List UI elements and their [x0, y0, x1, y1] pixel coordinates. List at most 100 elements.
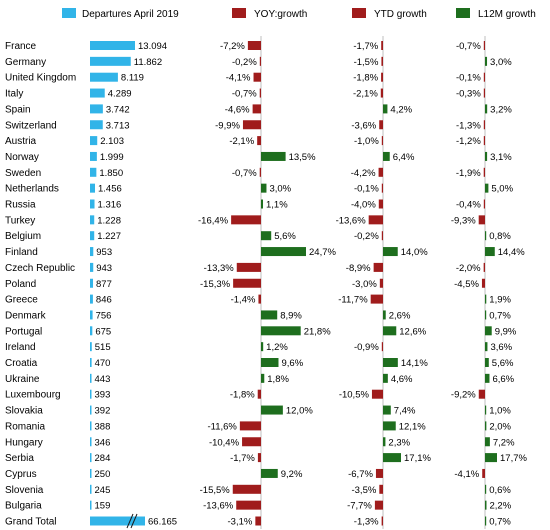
departures-bar [90, 215, 95, 225]
ytd-bar [375, 468, 383, 478]
l12m-bar [485, 231, 487, 241]
country-label: Luxembourg [5, 390, 61, 401]
departures-bar [90, 136, 98, 146]
yoy-value: 5,6% [274, 231, 296, 242]
yoy-bar [242, 437, 261, 447]
ytd-value: 14,0% [401, 247, 428, 258]
ytd-bar [383, 247, 398, 257]
country-label: Grand Total [5, 517, 57, 528]
l12m-bar [483, 136, 485, 146]
departures-value: 675 [95, 326, 111, 337]
ytd-bar [368, 215, 383, 225]
ytd-bar [383, 326, 397, 336]
country-label: Germany [5, 57, 46, 68]
yoy-value: 24,7% [309, 247, 336, 258]
yoy-value: -4,1% [226, 73, 251, 84]
departures-value: 1.850 [99, 168, 123, 179]
l12m-bar [483, 72, 485, 82]
l12m-value: -4,1% [454, 469, 479, 480]
row-ireland: Ireland 515 1,2% -0,9% 3,6% [5, 342, 513, 353]
row-switzerland: Switzerland 3.713 -9,9% -3,6% -1,3% [5, 120, 485, 131]
legend-label-yoy: YOY:growth [254, 9, 307, 20]
ytd-bar [381, 56, 383, 66]
l12m-value: 5,6% [492, 358, 514, 369]
row-germany: Germany 11.862 -0,2% -1,5% 3,0% [5, 56, 512, 68]
ytd-value: -1,5% [354, 57, 379, 68]
ytd-bar [383, 104, 388, 114]
departures-bar [90, 183, 96, 193]
country-label: Croatia [5, 358, 38, 369]
l12m-bar [483, 167, 485, 177]
yoy-value: 12,0% [286, 406, 313, 417]
yoy-value: -3,1% [228, 517, 253, 528]
l12m-value: 3,1% [490, 152, 512, 163]
ytd-value: 6,4% [393, 152, 415, 163]
country-label: Italy [5, 89, 23, 100]
l12m-value: 1,9% [489, 295, 511, 306]
ytd-bar [381, 136, 383, 146]
ytd-bar [383, 358, 398, 367]
yoy-value: -16,4% [198, 215, 229, 226]
row-poland: Poland 877 -15,3% -3,0% -4,5% [5, 278, 485, 290]
departures-bar [90, 88, 105, 98]
yoy-value: 1,1% [266, 200, 288, 211]
row-united-kingdom: United Kingdom 8.119 -4,1% -1,8% -0,1% [5, 72, 485, 84]
yoy-bar [261, 326, 301, 336]
row-serbia: Serbia 284 -1,7% 17,1% 17,7% [5, 453, 527, 464]
row-greece: Greece 846 -1,4% -11,7% 1,9% [5, 294, 511, 306]
country-label: Belgium [5, 231, 41, 242]
country-label: Turkey [5, 215, 35, 226]
row-russia: Russia 1.316 1,1% -4,0% -0,4% [5, 199, 485, 211]
row-portugal: Portugal 675 21,8% 12,6% 9,9% [5, 326, 517, 337]
l12m-value: 3,0% [490, 57, 512, 68]
departures-value: 11.862 [134, 57, 162, 68]
yoy-value: -1,7% [230, 453, 255, 464]
l12m-bar [485, 421, 487, 431]
legend-swatch-yoy [232, 8, 246, 18]
yoy-value: -1,4% [231, 295, 256, 306]
ytd-bar [381, 231, 383, 241]
yoy-value: 8,9% [280, 310, 302, 321]
yoy-value: -11,6% [207, 421, 237, 432]
l12m-bar [485, 183, 489, 193]
departures-bar [90, 358, 92, 367]
row-cyprus: Cyprus 250 9,2% -6,7% -4,1% [5, 468, 485, 480]
row-france: France 13.094 -7,2% -1,7% -0,7% [5, 41, 485, 52]
l12m-value: 2,2% [489, 501, 511, 512]
departures-value: 3.742 [106, 104, 130, 115]
yoy-bar [261, 183, 267, 193]
ytd-value: -8,9% [346, 263, 371, 274]
legend-label-departures: Departures April 2019 [82, 9, 179, 20]
departures-bar [90, 262, 94, 272]
row-czech-republic: Czech Republic 943 -13,3% -8,9% -2,0% [5, 262, 485, 274]
chart-rows: France 13.094 -7,2% -1,7% -0,7% Germany 11.862… [5, 36, 527, 529]
l12m-value: 14,4% [498, 247, 525, 258]
ytd-value: -1,8% [353, 73, 378, 84]
legend-label-ytd: YTD growth [374, 9, 427, 20]
ytd-bar [383, 373, 388, 383]
ytd-bar [383, 405, 391, 415]
yoy-bar [239, 421, 261, 431]
ytd-value: -3,6% [351, 120, 376, 131]
ytd-value: -3,5% [351, 485, 376, 496]
departures-bar [90, 167, 97, 177]
yoy-value: -9,9% [215, 120, 240, 131]
yoy-bar [261, 247, 306, 257]
departures-value: 470 [95, 358, 111, 369]
departures-bar [90, 104, 103, 114]
country-label: Ireland [5, 342, 36, 353]
row-austria: Austria 2.103 -2,1% -1,0% -1,2% [5, 136, 485, 147]
departures-value: 66.165 [148, 517, 177, 528]
yoy-bar [258, 294, 261, 304]
l12m-bar [483, 41, 485, 50]
yoy-bar [261, 468, 278, 478]
ytd-bar [374, 500, 383, 510]
yoy-bar [261, 342, 264, 352]
country-label: Sweden [5, 168, 41, 179]
ytd-bar [383, 151, 390, 161]
yoy-bar [261, 231, 272, 241]
l12m-value: 3,2% [490, 104, 512, 115]
row-ukraine: Ukraine 443 1,8% 4,6% 6,6% [5, 373, 515, 385]
country-label: Czech Republic [5, 263, 75, 274]
